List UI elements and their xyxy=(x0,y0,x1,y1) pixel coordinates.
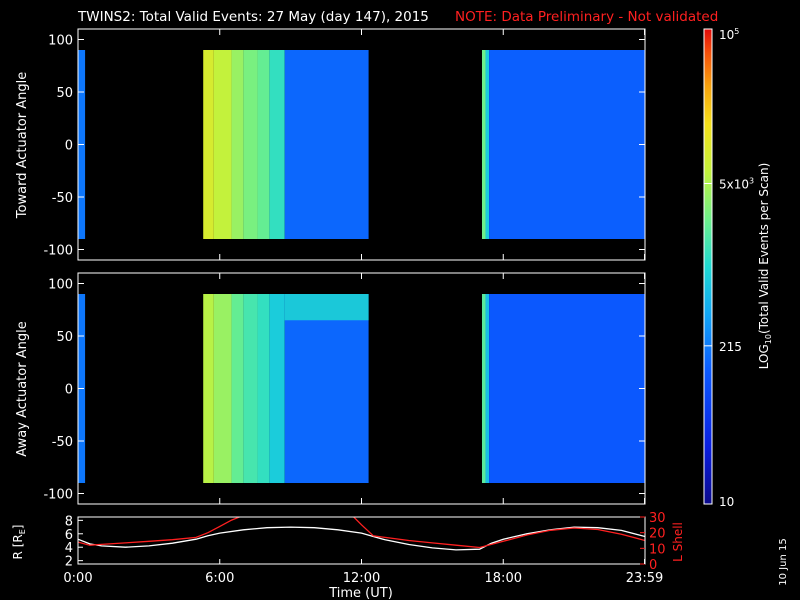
away-heatmap-column xyxy=(489,294,645,483)
away-heatmap-feature xyxy=(284,294,369,321)
plot-title: TWINS2: Total Valid Events: 27 May (day … xyxy=(77,9,429,25)
away-heatmap-column xyxy=(213,294,232,483)
l-shell-line xyxy=(78,517,645,549)
toward-ytick-label: -50 xyxy=(52,191,73,206)
toward-heatmap xyxy=(78,50,645,239)
orbit-x-ticks: 0:00 6:00 12:00 18:00 23:59 xyxy=(63,559,663,586)
colorbar-label: LOG10(Total Valid Events per Scan) xyxy=(757,163,773,370)
away-heatmap-column xyxy=(231,294,244,483)
away-heatmap-column xyxy=(203,294,214,483)
toward-ytick-label: 0 xyxy=(65,139,73,154)
colorbar-tick-label: 10 xyxy=(719,495,734,509)
colorbar: 105 5x103 215 10 LOG10(Total Valid Events p… xyxy=(703,27,773,509)
away-ytick-label: 100 xyxy=(48,278,73,293)
toward-heatmap-column xyxy=(485,50,490,239)
away-heatmap xyxy=(78,294,645,483)
away-ytick-label: 50 xyxy=(56,330,73,345)
x-tick-label: 6:00 xyxy=(205,571,234,586)
away-ytick-label: 0 xyxy=(65,383,73,398)
r-ytick-label: 6 xyxy=(65,528,73,543)
toward-heatmap-column xyxy=(284,50,369,239)
away-angle-panel: 100 50 0 -50 -100 Away Actuator Angle xyxy=(15,272,646,505)
away-heatmap-column xyxy=(485,294,490,483)
toward-ylabel: Toward Actuator Angle xyxy=(15,72,30,219)
toward-heatmap-column xyxy=(269,50,285,239)
colorbar-gradient xyxy=(704,29,712,504)
away-heatmap-column xyxy=(257,294,270,483)
x-tick-label: 0:00 xyxy=(63,571,92,586)
x-tick-label: 12:00 xyxy=(343,571,380,586)
toward-y-ticks: 100 50 0 -50 -100 xyxy=(43,34,645,259)
away-heatmap-column xyxy=(284,294,369,483)
r-ytick-label: 2 xyxy=(65,555,73,570)
toward-ytick-label: 50 xyxy=(56,86,73,101)
toward-angle-panel: 100 50 0 -50 -100 Toward Actuator Angle xyxy=(15,28,646,261)
away-heatmap-column xyxy=(269,294,285,483)
away-heatmap-column xyxy=(243,294,258,483)
toward-x-ticks xyxy=(77,29,646,260)
toward-heatmap-column xyxy=(203,50,214,239)
orbit-lines xyxy=(78,517,645,551)
toward-heatmap-column xyxy=(481,50,486,239)
toward-ytick-label: 100 xyxy=(48,34,73,49)
away-ytick-label: -100 xyxy=(43,488,73,503)
toward-heatmap-column xyxy=(231,50,244,239)
colorbar-tick-label: 5x103 xyxy=(719,176,754,191)
away-heatmap-column xyxy=(481,294,486,483)
preliminary-note: NOTE: Data Preliminary - Not validated xyxy=(455,9,718,25)
away-ytick-label: -50 xyxy=(52,435,73,450)
l-shell-ytick-label: 0 xyxy=(649,558,657,573)
r-ytick-label: 4 xyxy=(65,541,73,556)
r-distance-line xyxy=(78,526,645,551)
colorbar-tick-label: 105 xyxy=(719,27,739,42)
toward-heatmap-column xyxy=(489,50,645,239)
l-shell-ytick-label: 20 xyxy=(649,527,666,542)
colorbar-ticks: 105 5x103 215 10 xyxy=(704,27,754,509)
away-ylabel: Away Actuator Angle xyxy=(15,321,30,456)
toward-heatmap-column xyxy=(257,50,270,239)
r-axis-label: R [RE] xyxy=(11,525,27,560)
l-shell-axis-label: L Shell xyxy=(671,522,685,562)
colorbar-tick-label: 215 xyxy=(719,340,742,354)
r-ytick-label: 8 xyxy=(65,514,73,529)
x-tick-label: 23:59 xyxy=(626,571,663,586)
toward-heatmap-column xyxy=(243,50,258,239)
toward-heatmap-column xyxy=(213,50,232,239)
toward-ytick-label: -100 xyxy=(43,244,73,259)
l-shell-ytick-label: 10 xyxy=(649,542,666,557)
x-tick-label: 18:00 xyxy=(485,571,522,586)
away-x-ticks xyxy=(77,273,646,504)
away-y-ticks: 100 50 0 -50 -100 xyxy=(43,278,645,503)
l-shell-ytick-label: 30 xyxy=(649,511,666,526)
x-axis-label: Time (UT) xyxy=(328,586,393,600)
date-stamp: 10 Jun 15 xyxy=(778,538,789,585)
